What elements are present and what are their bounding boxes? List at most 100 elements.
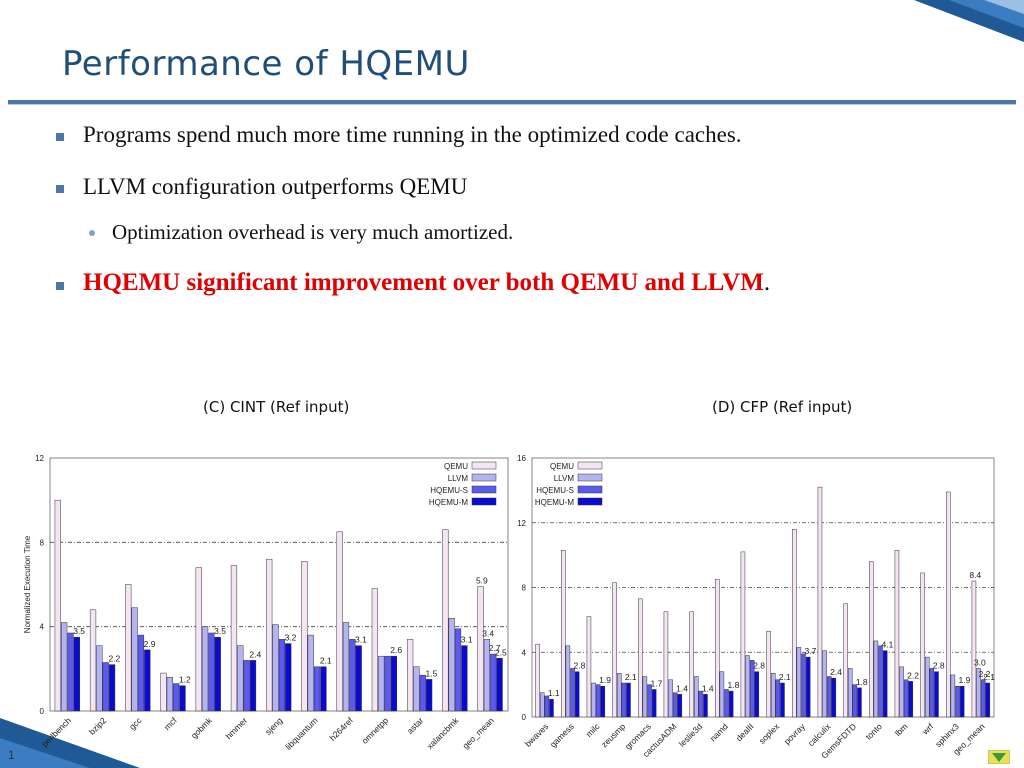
y-tick-label: 0 xyxy=(522,713,527,722)
data-label: 2.8 xyxy=(574,661,586,671)
x-tick-label: mcf xyxy=(162,715,179,732)
bar-hqemu-s xyxy=(102,662,109,712)
bar-llvm xyxy=(539,692,545,718)
bar-hqemu-m xyxy=(600,685,606,718)
y-tick-label: 12 xyxy=(35,454,44,463)
bar-llvm xyxy=(668,679,673,718)
y-tick-label: 8 xyxy=(522,584,527,593)
bar-hqemu-s xyxy=(698,690,704,718)
bar-qemu xyxy=(766,630,771,718)
x-tick-label: bwaves xyxy=(523,721,550,748)
x-tick-label: xalancbmk xyxy=(425,715,461,751)
bar-llvm xyxy=(237,645,244,712)
chart-cfp-caption: (D) CFP (Ref input) xyxy=(712,398,853,416)
legend-label: LLVM xyxy=(554,474,575,483)
bar-hqemu-m xyxy=(934,671,939,718)
data-label: 3.1 xyxy=(461,635,473,645)
bar-llvm xyxy=(796,647,802,718)
legend-swatch xyxy=(577,485,603,494)
bar-llvm xyxy=(976,668,981,718)
data-label: 3.4 xyxy=(482,628,494,638)
data-label: 1.8 xyxy=(728,680,740,690)
bar-hqemu-s xyxy=(852,684,858,718)
bar-hqemu-m xyxy=(390,655,398,712)
bar-llvm xyxy=(307,634,314,712)
bar-hqemu-m xyxy=(249,660,257,712)
data-label: 4.1 xyxy=(882,640,894,650)
x-tick-label: geo_mean xyxy=(460,715,496,751)
data-label: 3.5 xyxy=(214,626,226,636)
x-tick-label: dealII xyxy=(734,721,756,743)
bar-qemu xyxy=(869,561,874,718)
sub-bullet-dot-icon xyxy=(89,230,95,236)
bar-llvm xyxy=(847,668,853,718)
bar-hqemu-m xyxy=(677,694,683,718)
data-label: 2.8 xyxy=(933,661,945,671)
bar-llvm xyxy=(96,645,103,712)
bar-qemu xyxy=(371,588,379,712)
bar-qemu xyxy=(612,582,617,718)
bar-qemu xyxy=(894,550,900,718)
data-label: 2.4 xyxy=(830,667,842,677)
bar-llvm xyxy=(745,655,750,718)
data-label: 2.2 xyxy=(979,669,991,679)
y-tick-label: 4 xyxy=(40,623,45,632)
corner-decoration-bottom-left xyxy=(0,718,140,768)
bar-llvm xyxy=(950,674,956,718)
bar-hqemu-m xyxy=(626,682,631,718)
bar-llvm xyxy=(822,650,827,718)
x-tick-label: wrf xyxy=(919,721,935,737)
legend-swatch xyxy=(577,461,603,470)
bar-hqemu-m xyxy=(780,682,785,718)
bar-hqemu-m xyxy=(496,658,503,712)
x-tick-label: lbm xyxy=(893,721,910,738)
bar-qemu xyxy=(663,611,669,718)
legend-label: HQEMU-S xyxy=(430,486,468,495)
bullet-square-icon xyxy=(56,133,64,141)
data-label: 1.4 xyxy=(676,683,688,693)
bar-qemu xyxy=(843,603,848,718)
bar-hqemu-m xyxy=(461,645,468,712)
data-label: 3.2 xyxy=(285,633,297,643)
x-tick-label: povray xyxy=(782,721,808,747)
bar-llvm xyxy=(448,617,455,712)
legend-swatch xyxy=(471,461,497,470)
bar-qemu xyxy=(160,672,167,712)
bar-hqemu-s xyxy=(384,655,391,712)
x-tick-label: gobmk xyxy=(189,715,215,741)
bar-hqemu-m xyxy=(574,671,580,718)
x-tick-label: leslie3d xyxy=(677,721,705,749)
title-divider xyxy=(8,100,1016,105)
y-tick-label: 12 xyxy=(517,519,526,528)
bar-llvm xyxy=(616,673,622,718)
bar-hqemu-s xyxy=(137,634,145,712)
bullet-3-line: HQEMU significant improvement over both … xyxy=(83,269,770,297)
bar-qemu xyxy=(54,499,61,712)
bar-qemu xyxy=(336,531,343,712)
data-label: 1.9 xyxy=(959,675,971,685)
bar-qemu xyxy=(535,643,540,718)
data-label: 1.5 xyxy=(426,668,438,678)
bar-llvm xyxy=(565,645,571,718)
bar-hqemu-s xyxy=(749,660,755,718)
bar-hqemu-m xyxy=(108,664,116,712)
data-label: 3.7 xyxy=(805,646,817,656)
bullet-3-period: . xyxy=(763,269,771,296)
bar-llvm xyxy=(201,626,209,712)
bar-hqemu-m xyxy=(426,679,433,712)
bar-llvm xyxy=(61,622,68,712)
bar-hqemu-s xyxy=(313,666,321,712)
bar-hqemu-s xyxy=(278,639,285,712)
bar-llvm xyxy=(642,676,648,718)
bar-hqemu-s xyxy=(826,676,832,718)
bullet-1-text: Programs spend much more time running in… xyxy=(83,122,742,147)
slide-title: Performance of HQEMU xyxy=(62,44,470,84)
corner-decoration-top-right xyxy=(914,0,1024,42)
bar-hqemu-s xyxy=(929,668,935,718)
next-slide-arrow-icon[interactable] xyxy=(988,750,1010,764)
bar-qemu xyxy=(740,551,746,718)
bar-hqemu-m xyxy=(651,689,657,718)
bar-hqemu-s xyxy=(208,632,215,712)
data-label: 2.1 xyxy=(983,672,995,682)
